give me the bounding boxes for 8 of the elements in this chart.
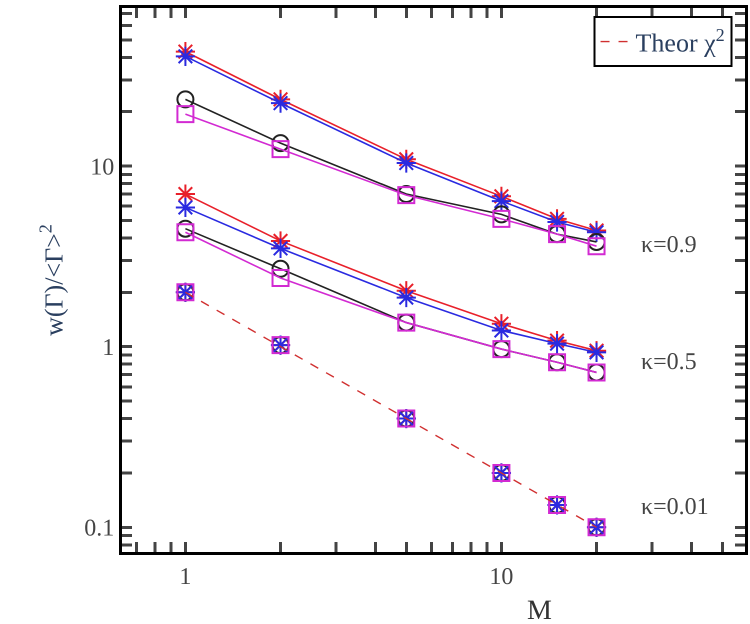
y-tick-label: 10 bbox=[90, 154, 114, 180]
y-tick-label: 0.1 bbox=[84, 516, 114, 542]
y-tick-label: 1 bbox=[102, 335, 114, 362]
legend-label: Theor χ$^{2}$ bbox=[636, 24, 725, 58]
annotation: κ=0.5 bbox=[641, 349, 697, 375]
annotation: κ=0.01 bbox=[641, 494, 709, 520]
annotation: κ=0.9 bbox=[641, 232, 697, 258]
x-axis-title: M bbox=[527, 595, 552, 624]
